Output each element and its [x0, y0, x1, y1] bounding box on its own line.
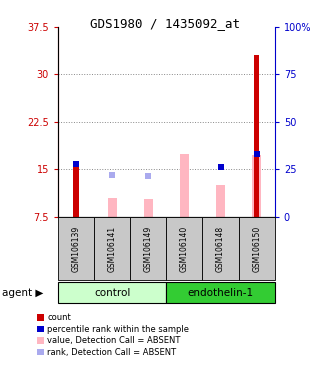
- Text: GSM106140: GSM106140: [180, 225, 189, 272]
- Text: GSM106141: GSM106141: [108, 225, 117, 272]
- Bar: [166, 217, 203, 280]
- Bar: [144, 199, 153, 217]
- Text: GSM106139: GSM106139: [71, 225, 80, 272]
- Legend: count, percentile rank within the sample, value, Detection Call = ABSENT, rank, : count, percentile rank within the sample…: [37, 313, 189, 357]
- Bar: [180, 154, 189, 217]
- Text: GDS1980 / 1435092_at: GDS1980 / 1435092_at: [90, 17, 241, 30]
- Bar: [216, 185, 225, 217]
- Bar: [166, 282, 275, 303]
- Bar: [108, 198, 117, 217]
- Bar: [94, 217, 130, 280]
- Bar: [130, 217, 166, 280]
- Text: endothelin-1: endothelin-1: [187, 288, 254, 298]
- Bar: [254, 55, 260, 217]
- Text: control: control: [94, 288, 130, 298]
- Text: agent ▶: agent ▶: [2, 288, 43, 298]
- Bar: [239, 217, 275, 280]
- Text: GSM106149: GSM106149: [144, 225, 153, 272]
- Text: GSM106150: GSM106150: [252, 225, 261, 272]
- Bar: [203, 217, 239, 280]
- Bar: [252, 155, 261, 217]
- Text: GSM106148: GSM106148: [216, 225, 225, 272]
- Bar: [73, 162, 79, 217]
- Bar: [58, 282, 166, 303]
- Bar: [58, 217, 94, 280]
